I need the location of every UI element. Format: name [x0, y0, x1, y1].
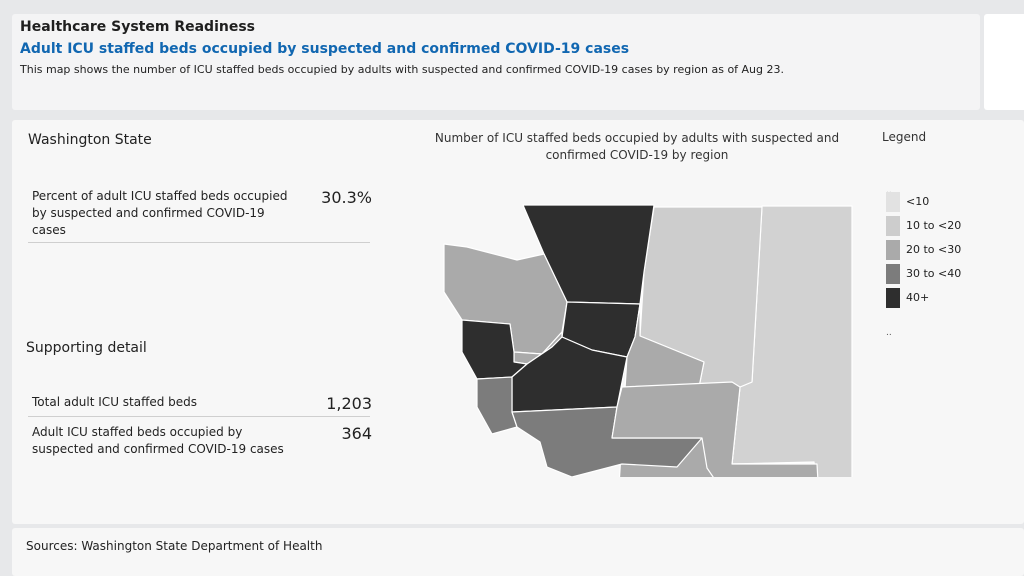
legend-item: 20 to <30: [886, 240, 986, 260]
occupied-beds-label: Adult ICU staffed beds occupied by suspe…: [32, 425, 284, 456]
occupied-beds-value: 364: [341, 424, 372, 443]
legend-swatch: [886, 264, 900, 284]
washington-region-map: [443, 204, 853, 477]
legend-item: <10: [886, 192, 986, 212]
legend-swatch: [886, 240, 900, 260]
supporting-detail-title: Supporting detail: [26, 340, 147, 356]
divider: [28, 416, 370, 417]
legend-dots: ..: [886, 186, 892, 196]
state-name: Washington State: [28, 132, 152, 148]
region-southeast[interactable]: [611, 381, 820, 477]
header-card: Healthcare System Readiness Adult ICU st…: [12, 14, 980, 110]
legend-item: 40+: [886, 288, 986, 308]
legend-label: 10 to <20: [906, 219, 962, 232]
legend-swatch: [886, 288, 900, 308]
legend-item: 30 to <40: [886, 264, 986, 284]
legend-label: 20 to <30: [906, 243, 962, 256]
total-beds-value: 1,203: [326, 394, 372, 413]
divider: [28, 242, 370, 243]
sources-text: Sources: Washington State Department of …: [26, 539, 323, 553]
total-beds-label: Total adult ICU staffed beds: [32, 395, 198, 409]
legend-dots: ..: [886, 328, 892, 338]
legend-item: 10 to <20: [886, 216, 986, 236]
map-title: Number of ICU staffed beds occupied by a…: [434, 131, 840, 162]
percent-value: 30.3%: [321, 188, 372, 207]
legend-label: <10: [906, 195, 930, 208]
percent-label: Percent of adult ICU staffed beds occupi…: [32, 189, 288, 237]
legend-swatch: [886, 192, 900, 212]
legend-label: 40+: [906, 291, 930, 304]
legend-label: 30 to <40: [906, 267, 962, 280]
legend-title: Legend: [882, 130, 927, 144]
header-side-panel: [984, 14, 1024, 110]
page-description: This map shows the number of ICU staffed…: [20, 63, 785, 76]
region-coast-south[interactable]: [476, 376, 518, 435]
legend-swatch: [886, 216, 900, 236]
main-card: Washington State Percent of adult ICU st…: [12, 120, 1024, 524]
section-title: Healthcare System Readiness: [20, 19, 255, 35]
footer-card: Sources: Washington State Department of …: [12, 528, 1024, 576]
page-subtitle: Adult ICU staffed beds occupied by suspe…: [20, 41, 630, 57]
region-southwest[interactable]: [511, 406, 703, 477]
